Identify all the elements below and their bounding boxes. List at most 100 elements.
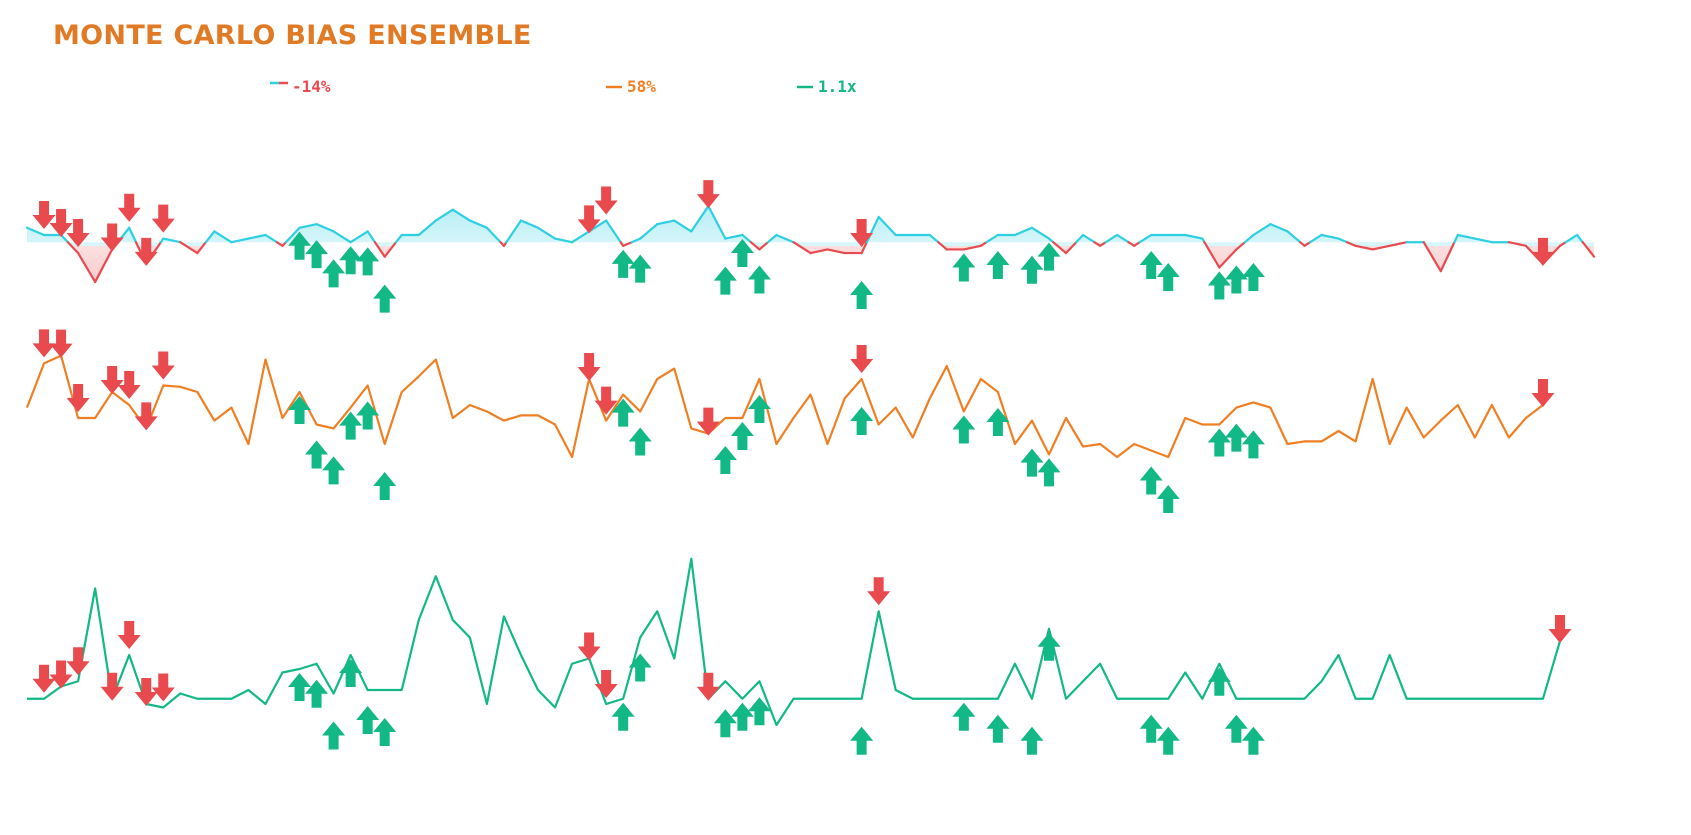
signal-up-arrow [628,427,652,456]
signal-down-arrow [100,366,124,394]
legend-label-orange: 58% [627,77,656,96]
signal-down-arrow [134,402,158,431]
signal-down-arrow [696,672,720,701]
signal-down-arrow [696,407,720,436]
signal-up-arrow [339,659,363,687]
signal-up-arrow [850,726,874,755]
signal-up-arrow [305,679,329,708]
bias-line-segment [1354,244,1374,251]
signal-up-arrow [373,284,397,313]
signal-down-arrow [66,384,90,412]
bias-line-segment [622,241,633,247]
legend-label-bias: -14% [292,77,331,96]
bias-line-segment [630,237,642,244]
legend-item-orange[interactable]: 58% [606,77,656,96]
bias-line-segment [792,241,812,255]
signal-up-arrow [1241,726,1265,755]
signal-down-arrow [1548,615,1572,643]
bias-line-segment [1345,241,1357,247]
bias-line-segment [690,205,710,233]
bias-line-segment [1133,241,1141,247]
signal-down-arrow [594,670,618,698]
signal-up-arrow [1139,714,1163,743]
bias-line-segment [94,248,114,284]
signal-down-arrow [696,180,720,209]
bias-line-segment [1320,233,1340,240]
signal-down-arrow [577,205,601,234]
signal-down-arrow [134,237,158,266]
bias-line-segment [1184,233,1204,240]
signal-up-arrow [1224,714,1248,743]
signal-up-arrow [611,249,635,278]
bias-line-segment [937,241,948,251]
bias-line-segment [1218,248,1238,269]
signal-down-arrow [1531,237,1555,266]
signal-up-arrow [713,266,737,295]
signal-down-arrow [32,329,56,358]
legend: -14% 58% 1.1x [270,77,857,96]
bias-line-segment [468,219,488,229]
bias-line-segment [66,241,80,255]
signal-down-arrow [100,223,124,252]
signal-up-arrow [986,714,1010,743]
bias-line-segment [1013,226,1034,237]
panel-green [27,557,1572,755]
bias-line-segment [1581,241,1596,258]
bias-line-segment [1098,241,1107,247]
signal-down-arrow [151,673,175,702]
legend-item-green[interactable]: 1.1x [797,77,857,96]
bias-line-segment [656,219,676,226]
panel-bias [25,180,1596,313]
bias-line-segment [1075,233,1085,244]
signal-up-arrow [1139,466,1163,495]
bias-line-segment [775,233,795,244]
signal-up-arrow [356,247,380,276]
bias-line-segment [1127,241,1136,247]
signal-up-arrow [1156,726,1180,755]
bias-line-segment [179,241,199,255]
bias-line-segment [1286,230,1302,244]
bias-line-segment [979,241,988,247]
bias-line-segment [1422,241,1442,273]
signal-down-arrow [66,219,90,248]
signal-down-arrow [134,678,158,706]
signal-up-arrow [1020,448,1044,477]
signal-down-arrow [867,577,891,606]
series-line-green [27,557,1562,727]
signal-up-arrow [986,251,1010,279]
legend-item-bias[interactable]: -14% [270,77,331,96]
signal-up-arrow [373,718,397,746]
signal-up-arrow [356,706,380,734]
bias-line-segment [196,241,207,255]
signal-down-arrow [594,186,618,215]
signal-up-arrow [730,239,754,267]
legend-label-green: 1.1x [818,77,857,96]
signal-up-arrow [730,422,754,450]
bias-line-segment [1558,241,1567,247]
bias-line-segment [570,230,591,244]
bias-line-segment [826,248,846,255]
series-line-orange [25,354,1544,459]
signal-up-arrow [322,456,346,485]
bias-line-segment [349,230,369,244]
signal-up-arrow [1020,726,1044,755]
signal-up-arrow [850,407,874,435]
signal-up-arrow [288,231,312,260]
bias-line-segment [1138,233,1153,244]
bias-line-segment [59,233,69,244]
bias-line-segment [707,205,727,240]
signal-up-arrow [1156,263,1180,291]
bias-line-segment [417,219,437,237]
bias-line-segment [809,248,829,255]
signal-down-arrow [117,371,141,399]
bias-line-segment [724,233,744,240]
bias-line-segment [1388,241,1408,247]
bias-line-segment [247,233,267,240]
bias-line-segment [230,237,250,244]
bias-line-segment [451,208,471,222]
bias-line-segment [741,233,753,244]
signal-up-arrow [339,246,363,275]
bias-line-segment [1269,223,1289,233]
signal-up-arrow [952,415,976,444]
signal-up-arrow [628,653,652,682]
